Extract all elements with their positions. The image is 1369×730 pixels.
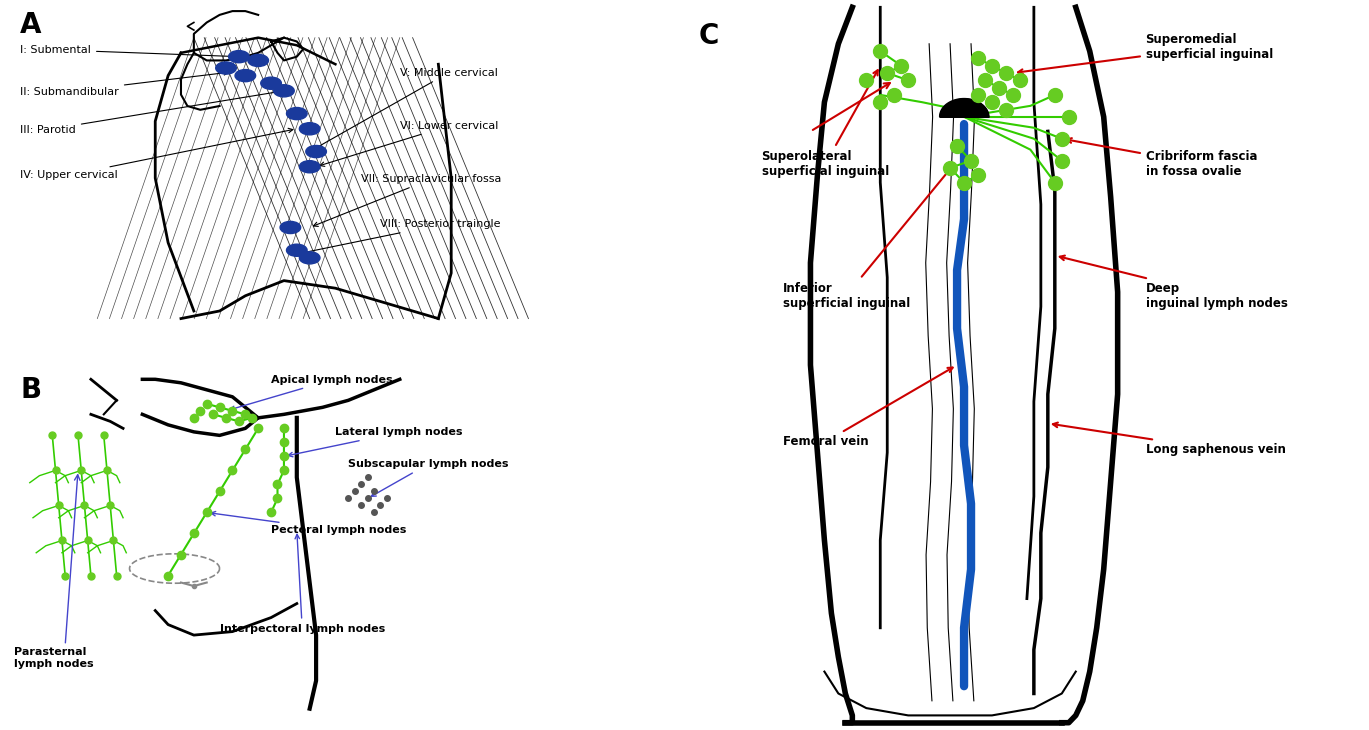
Text: Subscapular lymph nodes: Subscapular lymph nodes: [348, 459, 509, 496]
Text: Long saphenous vein: Long saphenous vein: [1053, 423, 1285, 456]
Circle shape: [286, 244, 307, 256]
Circle shape: [274, 85, 294, 97]
Text: Superolateral
superficial inguinal: Superolateral superficial inguinal: [761, 70, 888, 178]
Text: VII: Supraclavicular fossa: VII: Supraclavicular fossa: [314, 174, 501, 226]
Circle shape: [300, 161, 320, 173]
Circle shape: [305, 145, 326, 158]
Text: I: Submental: I: Submental: [21, 45, 235, 58]
Text: Inferior
superficial inguinal: Inferior superficial inguinal: [783, 164, 954, 310]
Polygon shape: [939, 99, 988, 117]
Text: III: Parotid: III: Parotid: [21, 90, 281, 134]
Text: C: C: [698, 22, 719, 50]
Text: Cribriform fascia
in fossa ovalie: Cribriform fascia in fossa ovalie: [1066, 138, 1257, 178]
Text: Pectoral lymph nodes: Pectoral lymph nodes: [211, 512, 407, 536]
Circle shape: [216, 62, 237, 74]
Text: Femoral vein: Femoral vein: [783, 368, 953, 448]
Circle shape: [235, 69, 256, 82]
Text: Deep
inguinal lymph nodes: Deep inguinal lymph nodes: [1060, 255, 1287, 310]
Circle shape: [300, 123, 320, 135]
Text: Apical lymph nodes: Apical lymph nodes: [230, 374, 393, 410]
Circle shape: [248, 54, 268, 66]
Text: Parasternal
lymph nodes: Parasternal lymph nodes: [14, 647, 93, 669]
Text: B: B: [21, 376, 41, 404]
Text: Lateral lymph nodes: Lateral lymph nodes: [287, 427, 463, 457]
Text: IV: Upper cervical: IV: Upper cervical: [21, 128, 293, 180]
Circle shape: [260, 77, 282, 89]
Text: Interpectoral lymph nodes: Interpectoral lymph nodes: [219, 534, 385, 634]
Circle shape: [286, 107, 307, 120]
Text: V: Middle cervical: V: Middle cervical: [314, 68, 497, 150]
Text: II: Submandibular: II: Submandibular: [21, 71, 229, 96]
Circle shape: [229, 50, 249, 63]
Text: VI: Lower cervical: VI: Lower cervical: [320, 120, 498, 166]
Circle shape: [300, 252, 320, 264]
Text: VIII: Posterior traingle: VIII: Posterior traingle: [301, 220, 501, 255]
Text: A: A: [21, 11, 41, 39]
Text: Superomedial
superficial inguinal: Superomedial superficial inguinal: [1019, 34, 1273, 74]
Circle shape: [281, 221, 301, 234]
